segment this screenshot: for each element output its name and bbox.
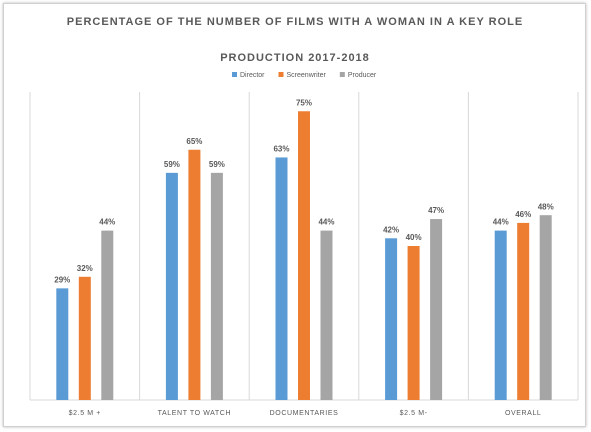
value-label: 47% xyxy=(428,206,444,215)
value-label: 44% xyxy=(99,218,115,227)
legend-label: Director xyxy=(240,72,265,79)
value-label: 46% xyxy=(515,210,531,219)
bar xyxy=(210,172,223,400)
x-tick-label: TALENT TO WATCH xyxy=(158,410,231,417)
bar xyxy=(430,219,443,400)
bar xyxy=(494,230,507,400)
legend-label: Producer xyxy=(348,72,377,79)
value-label: 40% xyxy=(406,233,422,242)
value-label: 75% xyxy=(296,98,312,107)
bar xyxy=(298,111,310,400)
legend-swatch xyxy=(278,72,284,77)
value-label: 63% xyxy=(273,145,289,154)
chart-title: PERCENTAGE OF THE NUMBER OF FILMS WITH A… xyxy=(66,16,524,28)
x-tick-label: OVERALL xyxy=(505,410,542,417)
bar xyxy=(517,222,530,400)
bar xyxy=(539,215,552,400)
value-label: 29% xyxy=(54,275,70,284)
x-tick-label: $2.5 M- xyxy=(400,410,428,417)
legend-swatch xyxy=(339,72,345,77)
bar xyxy=(101,230,114,400)
x-tick-label: $2.5 M + xyxy=(69,410,101,417)
bar xyxy=(188,149,201,400)
bar xyxy=(165,172,178,400)
bar xyxy=(275,157,288,400)
value-label: 44% xyxy=(493,218,509,227)
value-label: 48% xyxy=(538,202,554,211)
bar xyxy=(385,238,398,400)
value-label: 44% xyxy=(318,218,334,227)
bar xyxy=(407,246,420,400)
value-label: 32% xyxy=(77,264,93,273)
bar xyxy=(56,288,69,400)
bar xyxy=(78,276,91,400)
value-label: 65% xyxy=(186,137,202,146)
value-label: 59% xyxy=(164,160,180,169)
value-label: 59% xyxy=(209,160,225,169)
legend-swatch xyxy=(232,72,237,77)
chart-frame xyxy=(3,3,586,427)
x-tick-label: DOCUMENTARIES xyxy=(270,410,339,417)
value-label: 42% xyxy=(383,225,399,234)
chart-subtitle: PRODUCTION 2017-2018 xyxy=(220,52,370,64)
legend-label: Screenwriter xyxy=(287,72,327,79)
bar xyxy=(320,230,333,400)
